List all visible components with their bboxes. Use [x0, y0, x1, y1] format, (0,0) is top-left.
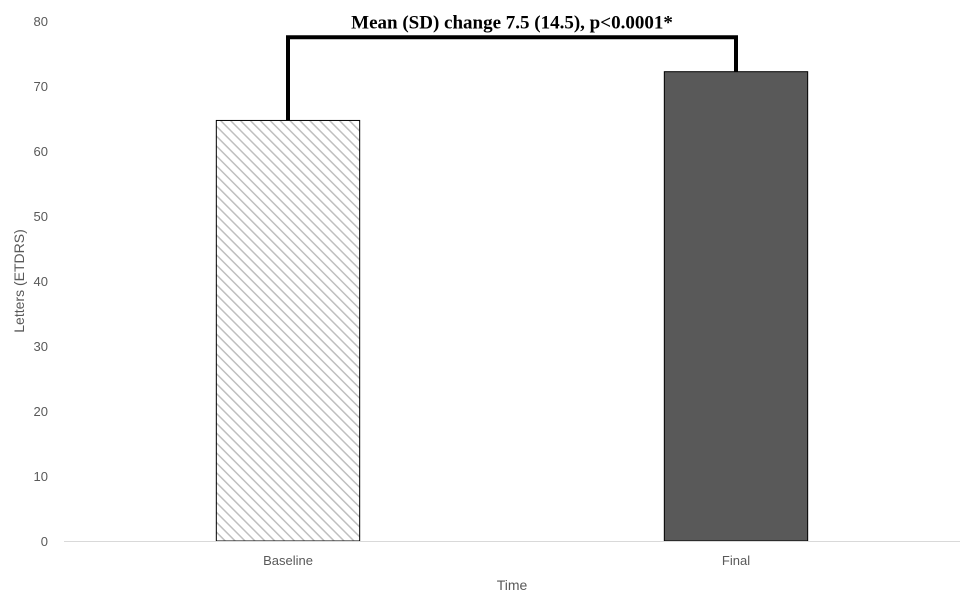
x-tick-label: Baseline: [263, 553, 313, 568]
y-tick-label: 80: [34, 14, 48, 29]
x-tick-label: Final: [722, 553, 750, 568]
bar-final: [663, 71, 809, 542]
significance-bracket: [286, 35, 738, 121]
y-tick-label: 40: [34, 274, 48, 289]
bars: [215, 71, 809, 542]
y-tick-label: 30: [34, 339, 48, 354]
y-tick-label: 0: [41, 534, 48, 549]
x-axis-title: Time: [497, 577, 528, 593]
bar-baseline: [215, 119, 361, 542]
y-tick-label: 70: [34, 79, 48, 94]
y-tick-label: 60: [34, 144, 48, 159]
significance-annotation: Mean (SD) change 7.5 (14.5), p<0.0001*: [351, 12, 673, 33]
y-tick-label: 20: [34, 404, 48, 419]
y-tick-label: 10: [34, 469, 48, 484]
y-axis-title: Letters (ETDRS): [11, 229, 27, 332]
x-axis-ticks: Baseline Final: [263, 553, 750, 568]
y-tick-label: 50: [34, 209, 48, 224]
y-axis-ticks: 0 10 20 30 40 50 60 70 80: [34, 14, 48, 549]
